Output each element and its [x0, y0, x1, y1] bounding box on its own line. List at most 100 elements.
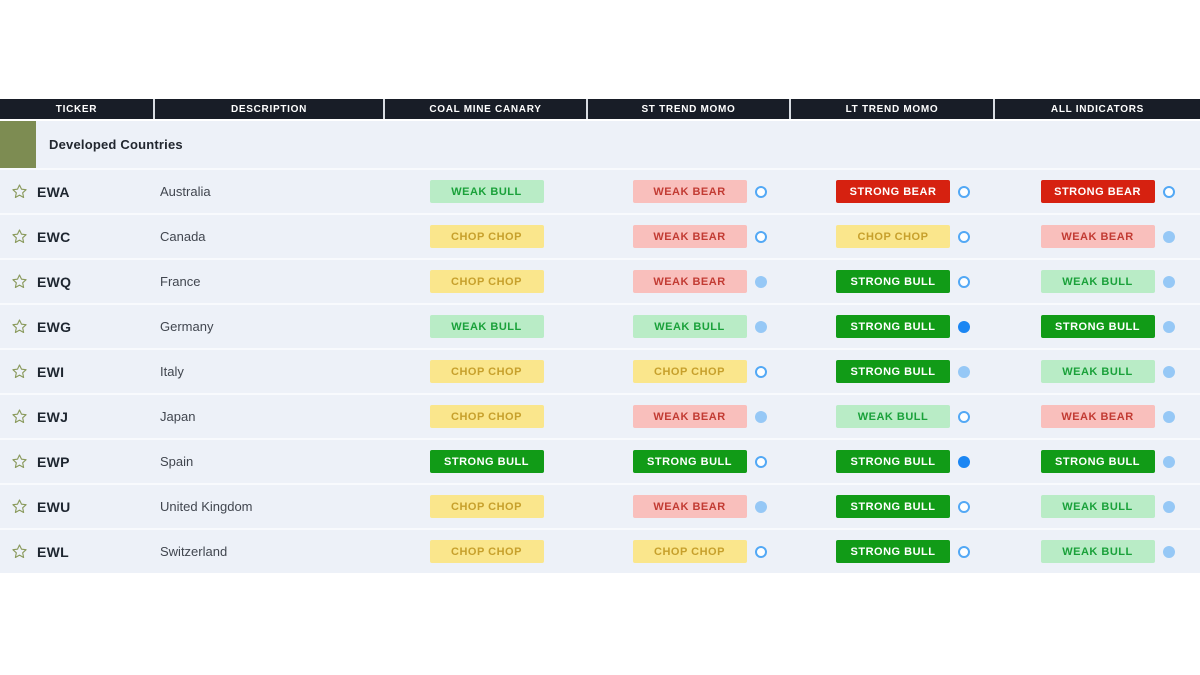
all-indicators-dot-icon — [1162, 410, 1175, 423]
favorite-star-icon[interactable] — [11, 543, 28, 560]
st-trend-momo-cell: STRONG BULL — [588, 440, 791, 483]
lt-trend-momo-dot-icon — [958, 275, 970, 288]
column-header-coal-mine-canary[interactable]: COAL MINE CANARY — [385, 99, 588, 119]
favorite-star-icon[interactable] — [11, 318, 28, 335]
st-trend-momo-dot-icon — [754, 320, 767, 333]
lt-trend-momo-dot-icon — [958, 230, 970, 243]
favorite-star-icon[interactable] — [11, 363, 28, 380]
ticker-cell: EWJ — [0, 408, 155, 425]
lt-trend-momo-badge: STRONG BEAR — [836, 180, 950, 203]
ticker-cell: EWU — [0, 498, 155, 515]
column-header-lt-trend-momo[interactable]: LT TREND MOMO — [791, 99, 995, 119]
coal-mine-canary-cell: WEAK BULL — [385, 170, 588, 213]
coal-mine-canary-cell: CHOP CHOP — [385, 485, 588, 528]
favorite-star-icon[interactable] — [11, 453, 28, 470]
st-trend-momo-badge: STRONG BULL — [632, 450, 747, 473]
all-indicators-badge: WEAK BULL — [1040, 270, 1155, 293]
lt-trend-momo-badge: STRONG BULL — [836, 540, 950, 563]
ticker-label: EWG — [37, 318, 72, 335]
all-indicators-cell: STRONG BULL — [995, 440, 1200, 483]
favorite-star-icon[interactable] — [11, 183, 28, 200]
lt-trend-momo-dot-icon — [958, 545, 970, 558]
section-color-swatch — [0, 121, 36, 168]
favorite-star-icon[interactable] — [11, 228, 28, 245]
column-header-st-trend-momo[interactable]: ST TREND MOMO — [588, 99, 791, 119]
table-row[interactable]: EWL Switzerland CHOP CHOP CHOP CHOP STRO… — [0, 528, 1200, 573]
lt-trend-momo-badge: STRONG BULL — [836, 450, 950, 473]
lt-trend-momo-cell: STRONG BULL — [791, 260, 995, 303]
coal-mine-canary-cell: CHOP CHOP — [385, 350, 588, 393]
lt-trend-momo-cell: STRONG BEAR — [791, 170, 995, 213]
coal-mine-canary-badge: CHOP CHOP — [429, 540, 544, 563]
description-label: Germany — [160, 319, 214, 334]
st-trend-momo-cell: CHOP CHOP — [588, 350, 791, 393]
column-header-ticker[interactable]: TICKER — [0, 99, 155, 119]
all-indicators-cell: WEAK BULL — [995, 530, 1200, 573]
st-trend-momo-badge: WEAK BULL — [632, 315, 747, 338]
table-row[interactable]: EWG Germany WEAK BULL WEAK BULL STRONG B… — [0, 303, 1200, 348]
coal-mine-canary-badge: CHOP CHOP — [429, 270, 544, 293]
all-indicators-dot-icon — [1162, 275, 1175, 288]
st-trend-momo-dot-icon — [754, 455, 767, 468]
coal-mine-canary-cell: CHOP CHOP — [385, 215, 588, 258]
section-header-developed-countries[interactable]: Developed Countries — [0, 121, 1200, 168]
lt-trend-momo-badge: CHOP CHOP — [836, 225, 950, 248]
lt-trend-momo-cell: STRONG BULL — [791, 530, 995, 573]
coal-mine-canary-cell: CHOP CHOP — [385, 395, 588, 438]
coal-mine-canary-badge: WEAK BULL — [429, 315, 544, 338]
ticker-label: EWA — [37, 183, 70, 200]
st-trend-momo-dot-icon — [754, 365, 767, 378]
table-row[interactable]: EWC Canada CHOP CHOP WEAK BEAR CHOP CHOP… — [0, 213, 1200, 258]
ticker-cell: EWP — [0, 453, 155, 470]
st-trend-momo-dot-icon — [754, 500, 767, 513]
table-row[interactable]: EWQ France CHOP CHOP WEAK BEAR STRONG BU… — [0, 258, 1200, 303]
all-indicators-cell: STRONG BULL — [995, 305, 1200, 348]
all-indicators-badge: STRONG BULL — [1040, 315, 1155, 338]
all-indicators-badge: STRONG BULL — [1040, 450, 1155, 473]
table-row[interactable]: EWJ Japan CHOP CHOP WEAK BEAR WEAK BULL … — [0, 393, 1200, 438]
st-trend-momo-cell: WEAK BEAR — [588, 170, 791, 213]
column-header-all-indicators[interactable]: ALL INDICATORS — [1050, 103, 1145, 115]
coal-mine-canary-badge: STRONG BULL — [429, 450, 544, 473]
favorite-star-icon[interactable] — [11, 408, 28, 425]
lt-trend-momo-dot-icon — [958, 365, 970, 378]
section-title: Developed Countries — [49, 137, 183, 152]
ticker-cell: EWG — [0, 318, 155, 335]
st-trend-momo-cell: WEAK BEAR — [588, 215, 791, 258]
favorite-star-icon[interactable] — [11, 498, 28, 515]
description-label: Italy — [160, 364, 184, 379]
lt-trend-momo-badge: STRONG BULL — [836, 495, 950, 518]
table-row[interactable]: EWP Spain STRONG BULL STRONG BULL STRONG… — [0, 438, 1200, 483]
favorite-star-icon[interactable] — [11, 273, 28, 290]
all-indicators-badge: WEAK BULL — [1040, 360, 1155, 383]
st-trend-momo-badge: CHOP CHOP — [632, 540, 747, 563]
lt-trend-momo-badge: STRONG BULL — [836, 360, 950, 383]
ticker-cell: EWC — [0, 228, 155, 245]
st-trend-momo-badge: WEAK BEAR — [632, 495, 747, 518]
coal-mine-canary-badge: WEAK BULL — [429, 180, 544, 203]
st-trend-momo-dot-icon — [754, 230, 767, 243]
st-trend-momo-cell: WEAK BULL — [588, 305, 791, 348]
st-trend-momo-dot-icon — [754, 545, 767, 558]
table-row[interactable]: EWU United Kingdom CHOP CHOP WEAK BEAR S… — [0, 483, 1200, 528]
ticker-label: EWJ — [37, 408, 69, 425]
all-indicators-cell: STRONG BEAR — [995, 170, 1200, 213]
table-row[interactable]: EWI Italy CHOP CHOP CHOP CHOP STRONG BUL… — [0, 348, 1200, 393]
all-indicators-cell: WEAK BULL — [995, 260, 1200, 303]
description-label: Spain — [160, 454, 194, 469]
st-trend-momo-cell: CHOP CHOP — [588, 530, 791, 573]
lt-trend-momo-cell: WEAK BULL — [791, 395, 995, 438]
column-header-description[interactable]: DESCRIPTION — [155, 99, 385, 119]
table-row[interactable]: EWA Australia WEAK BULL WEAK BEAR STRONG… — [0, 168, 1200, 213]
lt-trend-momo-dot-icon — [958, 185, 970, 198]
lt-trend-momo-dot-icon — [958, 455, 970, 468]
all-indicators-badge: WEAK BEAR — [1040, 225, 1155, 248]
ticker-cell: EWA — [0, 183, 155, 200]
description-label: Japan — [160, 409, 196, 424]
st-trend-momo-cell: WEAK BEAR — [588, 485, 791, 528]
lt-trend-momo-cell: STRONG BULL — [791, 350, 995, 393]
lt-trend-momo-badge: STRONG BULL — [836, 270, 950, 293]
ticker-label: EWP — [37, 453, 70, 470]
all-indicators-dot-icon — [1162, 545, 1175, 558]
